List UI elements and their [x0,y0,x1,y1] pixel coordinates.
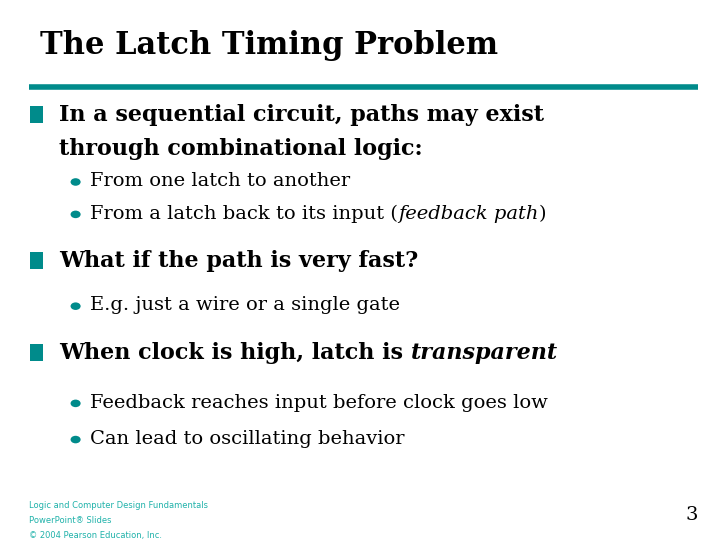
Text: Can lead to oscillating behavior: Can lead to oscillating behavior [90,430,405,448]
Text: From one latch to another: From one latch to another [90,172,350,190]
Text: When clock is high, latch is: When clock is high, latch is [59,342,411,364]
Text: The Latch Timing Problem: The Latch Timing Problem [40,30,498,60]
Text: From a latch back to its input (: From a latch back to its input ( [90,205,398,222]
Circle shape [71,302,81,310]
Text: PowerPoint® Slides: PowerPoint® Slides [29,516,112,525]
Circle shape [71,436,81,443]
Text: E.g. just a wire or a single gate: E.g. just a wire or a single gate [90,296,400,314]
Text: 3: 3 [686,506,698,524]
Circle shape [71,211,81,218]
Text: In a sequential circuit, paths may exist: In a sequential circuit, paths may exist [59,105,544,126]
Text: Logic and Computer Design Fundamentals: Logic and Computer Design Fundamentals [29,501,208,510]
Circle shape [71,400,81,407]
Bar [30,343,43,361]
Text: transparent: transparent [411,342,558,364]
Bar [30,106,43,123]
Text: through combinational logic:: through combinational logic: [59,138,423,160]
Circle shape [71,178,81,186]
Bar [30,252,43,269]
Text: Feedback reaches input before clock goes low: Feedback reaches input before clock goes… [90,394,548,411]
Text: © 2004 Pearson Education, Inc.: © 2004 Pearson Education, Inc. [29,531,162,540]
Text: feedback path: feedback path [398,205,539,222]
Text: What if the path is very fast?: What if the path is very fast? [59,251,418,272]
Text: ): ) [539,205,546,222]
